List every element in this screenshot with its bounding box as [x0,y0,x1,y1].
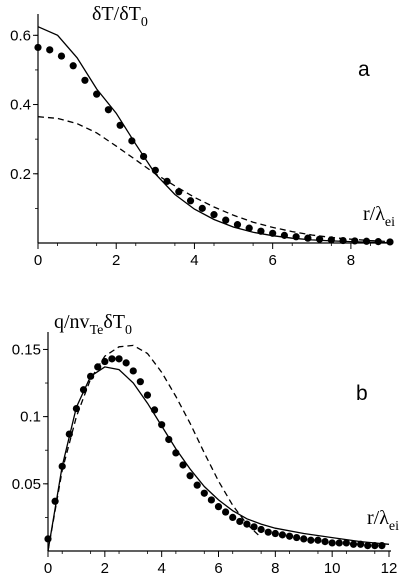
data-point [104,106,112,114]
x-tick-label: 2 [101,560,109,577]
x-tick-label: 2 [112,252,120,269]
solid-curve [37,26,391,244]
data-point [371,542,379,550]
data-point [364,542,372,550]
data-point [233,221,242,229]
solid-curve [47,366,390,552]
data-point [374,238,382,246]
data-point [264,528,272,536]
x-tick-label: 6 [268,252,276,269]
x-tick-label: 8 [347,252,355,269]
data-point [362,237,371,245]
data-point [151,166,159,174]
data-point [250,523,258,531]
data-point [140,152,148,161]
data-point [108,355,116,363]
x-tick-label: 10 [324,560,341,577]
x-tick-label: 0 [34,252,42,269]
data-point [81,76,89,84]
x-tick-label: 12 [381,560,398,577]
data-point [356,540,365,548]
data-point [65,430,73,438]
data-point [210,211,218,219]
y-tick-label: 0.05 [12,476,41,493]
data-point [186,472,194,480]
data-point [57,52,66,60]
data-point [122,359,130,367]
data-point [335,539,343,547]
data-point [229,513,237,522]
x-axis-title: r/λei [367,507,399,534]
data-point [257,227,265,235]
data-point [278,531,287,539]
data-point [136,378,144,386]
data-point [128,137,136,145]
data-point [158,421,166,429]
data-point [193,481,201,489]
data-point [198,204,206,212]
data-point [280,231,288,239]
y-axis-title: δT/δT0 [92,3,148,30]
y-tick-label: 0.2 [10,166,31,183]
data-point [321,537,329,546]
x-tick-label: 4 [190,252,198,269]
data-point [69,62,77,70]
panel-letter: a [358,58,370,81]
data-point [116,121,124,129]
data-point [349,540,358,548]
data-point [222,508,230,516]
data-point [222,216,230,224]
data-point [179,461,187,469]
data-point [292,233,300,241]
y-tick-label: 0.4 [10,97,31,114]
data-point [304,234,312,242]
data-point [314,536,322,544]
data-point [200,489,208,497]
data-point [378,542,386,550]
x-tick-label: 6 [214,560,222,577]
y-axis-title: q/nvTeδT0 [54,311,132,338]
data-point [386,238,394,246]
data-point [46,46,54,54]
data-point [58,462,66,470]
data-point [257,525,265,534]
data-point [207,496,215,504]
panel-letter: b [356,382,368,405]
data-point [307,536,315,544]
data-point [172,449,180,457]
dashed-curve [37,116,391,243]
data-point [328,539,336,547]
data-point [245,224,253,232]
data-point [34,43,42,52]
data-point [186,197,195,205]
data-point [129,367,137,375]
x-axis-title: r/λei [363,203,395,230]
data-point [143,391,152,399]
x-tick-label: 8 [271,560,279,577]
data-point [115,355,123,363]
data-point [271,529,279,538]
data-point [316,235,324,243]
data-point [293,533,301,542]
y-tick-label: 0.15 [12,341,41,358]
data-point [269,229,277,237]
data-point [93,90,101,98]
x-tick-label: 0 [44,560,52,577]
data-point [300,535,308,543]
data-point [87,372,95,380]
data-point [342,539,350,547]
data-point [214,503,223,511]
data-point [236,517,244,526]
dashed-curve [47,344,262,552]
y-tick-label: 0.1 [20,409,41,426]
data-point [285,532,294,540]
data-point [150,406,159,414]
x-tick-label: 4 [157,560,165,577]
chart-panel-a: 0 2 4 6 8 0.2 0.4 0.6 a δT/δT0 r/λei [10,3,395,269]
data-point [165,435,173,444]
chart-panel-b: 0 2 4 6 8 10 12 0.05 0.1 0.15 b q/nvTeδT0 r/λei [12,311,399,577]
y-tick-label: 0.6 [10,27,31,44]
data-point [351,237,359,245]
